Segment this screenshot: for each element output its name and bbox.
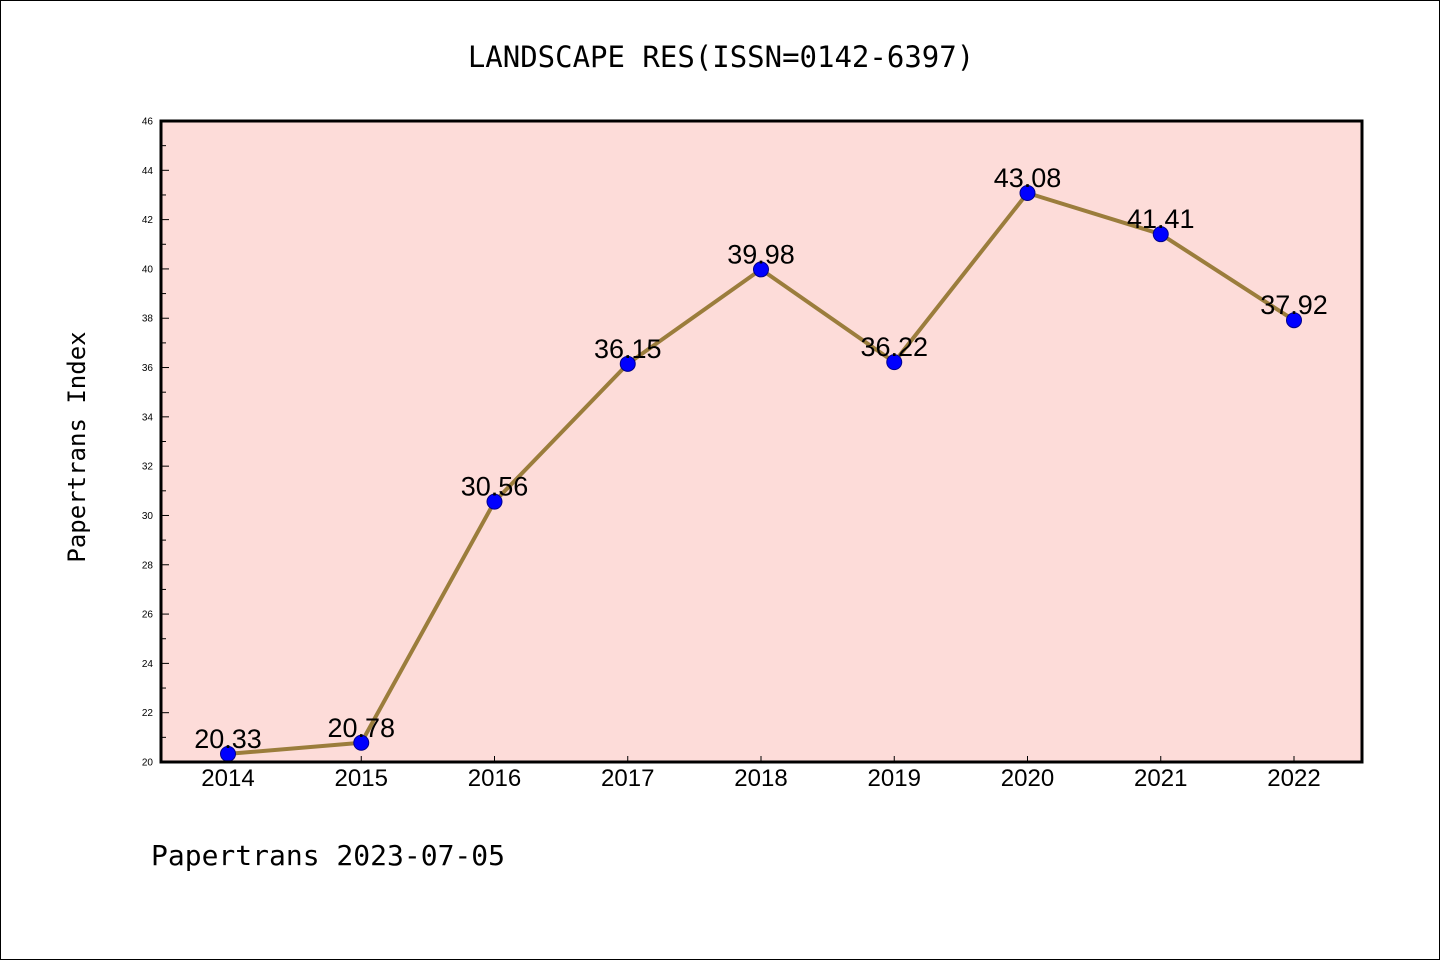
- y-axis-label: Papertrans Index: [63, 331, 91, 562]
- data-label: 30.56: [461, 472, 529, 502]
- y-tick-label: 38: [142, 314, 154, 325]
- x-tick-label: 2022: [1267, 765, 1320, 792]
- data-point: [886, 354, 903, 371]
- y-tick-label: 42: [142, 215, 154, 226]
- y-tick-label: 46: [142, 117, 154, 128]
- data-point: [753, 261, 769, 278]
- data-point: [1286, 312, 1302, 329]
- x-tick-label: 2015: [335, 765, 388, 792]
- y-tick-label: 26: [142, 610, 154, 621]
- x-tick-label: 2019: [868, 765, 921, 792]
- data-label: 43.08: [994, 163, 1062, 193]
- data-label: 36.22: [860, 332, 928, 362]
- data-point: [619, 355, 636, 372]
- y-tick-label: 34: [142, 412, 154, 423]
- x-tick-label: 2017: [601, 765, 654, 792]
- footer-text: Papertrans 2023-07-05: [151, 839, 505, 872]
- y-tick-label: 28: [142, 560, 154, 571]
- chart-title: LANDSCAPE RES(ISSN=0142-6397): [468, 40, 974, 74]
- data-point: [1019, 184, 1036, 201]
- x-tick-label: 2021: [1134, 765, 1187, 792]
- y-tick-label: 20: [142, 758, 154, 769]
- plot-border: [159, 119, 1364, 764]
- x-tick-label: 2020: [1001, 765, 1054, 792]
- y-tick-label: 40: [142, 264, 154, 275]
- y-tick-label: 44: [142, 166, 154, 177]
- data-label: 37.92: [1260, 290, 1328, 320]
- x-tick-label: 2016: [468, 765, 521, 792]
- data-label: 20.78: [327, 713, 395, 743]
- data-label: 41.41: [1127, 204, 1195, 234]
- data-labels: 20.33 20.78 30.56 36.15 39.98 36.22 43.08 41.41…: [194, 163, 1328, 754]
- x-tick-label: 2014: [201, 765, 254, 792]
- data-point: [1152, 226, 1169, 243]
- y-tick-label: 32: [142, 462, 154, 473]
- y-tick-label: 36: [142, 363, 154, 374]
- data-label: 39.98: [727, 239, 795, 269]
- data-point: [486, 493, 503, 510]
- y-tick-label: 22: [142, 708, 154, 719]
- data-label: 36.15: [594, 334, 662, 364]
- y-tick-label: 24: [142, 659, 154, 670]
- data-point: [353, 734, 370, 751]
- y-tick-label: 30: [142, 511, 154, 522]
- x-tick-label: 2018: [734, 765, 787, 792]
- data-label: 20.33: [194, 724, 262, 754]
